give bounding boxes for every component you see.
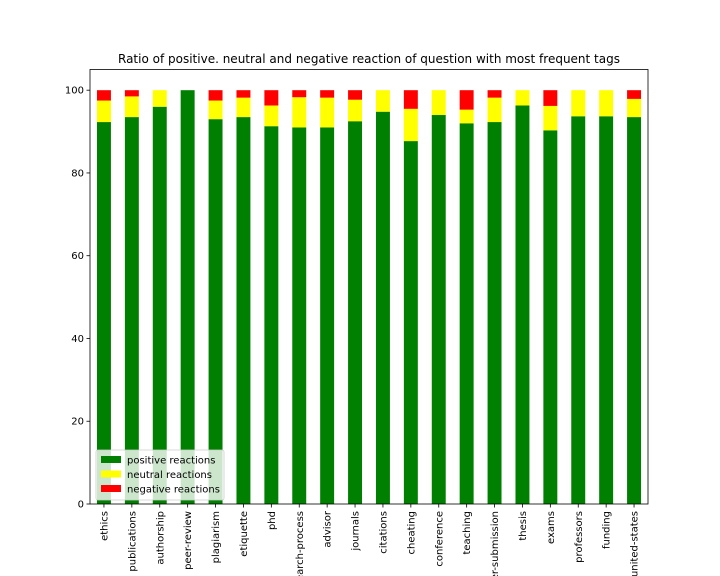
bar-exams-positive (543, 130, 558, 504)
bar-exams-neutral (543, 105, 558, 131)
bar-teaching-negative (459, 90, 474, 110)
bar-teaching-positive (459, 123, 474, 505)
bar-plagiarism-negative (208, 90, 223, 101)
x-tick-label: etiquette (239, 511, 250, 557)
y-tick-label: 0 (78, 500, 84, 511)
bar-united-states-positive (627, 117, 642, 504)
bar-professors-positive (571, 116, 586, 504)
bar-funding-positive (599, 116, 614, 504)
x-tick-label: plagiarism (211, 511, 222, 563)
x-tick-label: professors (574, 511, 585, 563)
bar-journals-positive (348, 121, 363, 504)
x-tick-label: teaching (462, 511, 473, 555)
bar-united-states-neutral (627, 98, 642, 118)
bar-research-process-positive (292, 127, 307, 505)
bar-phd-negative (264, 90, 279, 106)
legend-swatch (101, 470, 121, 478)
bar-conference-neutral (431, 90, 446, 116)
x-tick-label: research-process (295, 511, 306, 576)
x-tick-label: cheating (406, 511, 417, 555)
legend-swatch (101, 456, 121, 463)
bar-publications-neutral (124, 96, 139, 118)
bar-research-process-negative (292, 90, 307, 98)
x-tick-label: united-states (630, 511, 641, 576)
bar-phd-neutral (264, 105, 279, 127)
bar-paper-submission-negative (487, 90, 502, 98)
bar-authorship-positive (152, 106, 167, 505)
legend-swatch (101, 485, 121, 492)
x-tick-label: citations (378, 511, 389, 554)
bar-thesis-positive (515, 105, 530, 504)
legend-label: neutral reactions (127, 470, 212, 481)
x-tick-label: peer-review (183, 511, 194, 570)
y-tick-label: 60 (71, 251, 84, 262)
bar-teaching-neutral (459, 109, 474, 124)
bar-plagiarism-neutral (208, 100, 223, 120)
x-axis: ethics publications authorship peer-review p… (99, 504, 641, 576)
legend: positive reactions neutral reactions negat… (95, 449, 225, 501)
bar-publications-positive (124, 117, 139, 504)
bar-journals-negative (348, 90, 363, 100)
x-tick-label: funding (602, 511, 613, 549)
bar-professors-neutral (571, 90, 586, 117)
bar-advisor-neutral (320, 97, 335, 128)
plot-frame (89, 69, 649, 505)
bar-cheating-negative (403, 90, 418, 109)
legend-label: positive reactions (127, 456, 215, 467)
x-tick-label: publications (127, 511, 138, 572)
y-axis: 0 20 40 60 80 100 (65, 86, 90, 511)
y-tick-label: 40 (71, 334, 84, 345)
x-tick-label: journals (351, 511, 362, 552)
bar-peer-review-positive (180, 90, 195, 504)
bars-layer (96, 90, 642, 505)
bar-ethics-neutral (96, 100, 111, 123)
bar-citations-neutral (375, 90, 390, 112)
bar-citations-positive (375, 111, 390, 505)
bar-etiquette-positive (236, 117, 251, 504)
x-tick-label: ethics (99, 511, 110, 541)
bar-cheating-neutral (403, 108, 418, 142)
bar-exams-negative (543, 90, 558, 106)
legend-label: negative reactions (127, 485, 220, 496)
x-tick-label: authorship (155, 511, 166, 565)
legend-box (95, 449, 225, 501)
y-tick-label: 20 (71, 417, 84, 428)
x-tick-label: conference (434, 511, 445, 567)
x-tick-label: phd (267, 511, 278, 530)
bar-publications-negative (124, 90, 139, 97)
y-tick-label: 100 (65, 86, 84, 97)
bar-ethics-negative (96, 90, 111, 101)
bar-phd-positive (264, 126, 279, 504)
bar-united-states-negative (627, 90, 642, 99)
x-tick-label: exams (546, 511, 557, 544)
bar-advisor-negative (320, 90, 335, 98)
bar-plagiarism-positive (208, 119, 223, 504)
bar-authorship-neutral (152, 90, 167, 107)
x-tick-label: thesis (518, 511, 529, 541)
x-tick-label: paper-submission (490, 511, 501, 576)
bar-paper-submission-neutral (487, 97, 502, 123)
bar-cheating-positive (403, 141, 418, 504)
bar-journals-neutral (348, 99, 363, 122)
bar-research-process-neutral (292, 97, 307, 128)
bar-thesis-neutral (515, 90, 530, 106)
chart-title: Ratio of positive. neutral and negative … (118, 52, 620, 66)
bar-advisor-positive (320, 127, 335, 505)
bar-paper-submission-positive (487, 122, 502, 505)
bar-conference-positive (431, 115, 446, 505)
bar-funding-neutral (599, 90, 614, 117)
y-tick-label: 80 (71, 168, 84, 179)
x-tick-label: advisor (323, 510, 334, 548)
bar-etiquette-neutral (236, 97, 251, 118)
bar-etiquette-negative (236, 90, 251, 98)
bar-ethics-positive (96, 122, 111, 505)
